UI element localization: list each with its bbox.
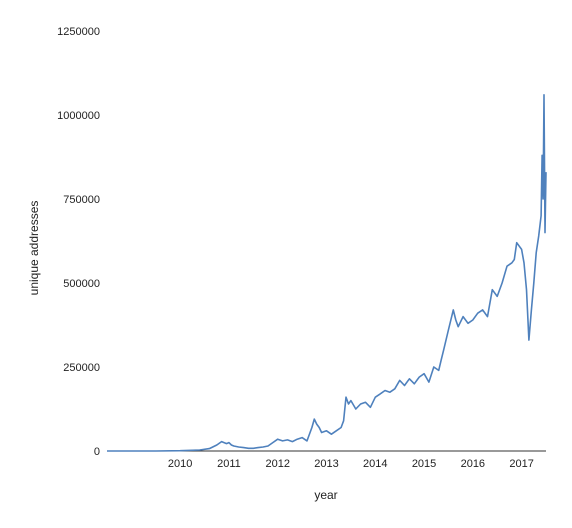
y-axis-title: unique addresses	[27, 201, 41, 296]
x-tick-label: 2015	[412, 458, 436, 470]
y-tick-label: 250000	[63, 362, 100, 374]
y-tick-label: 0	[94, 446, 100, 458]
x-tick-label: 2014	[363, 458, 387, 470]
y-tick-label: 500000	[63, 278, 100, 290]
x-tick-label: 2012	[265, 458, 289, 470]
x-tick-label: 2013	[314, 458, 338, 470]
y-tick-label: 1000000	[57, 110, 100, 122]
y-tick-label: 750000	[63, 194, 100, 206]
x-tick-label: 2017	[509, 458, 533, 470]
x-axis-ticks: 2010 2011 2012 2013 2014 2015 2016 2017	[168, 458, 534, 470]
x-axis-title: year	[314, 488, 337, 502]
x-tick-label: 2016	[461, 458, 485, 470]
y-axis-ticks: 0 250000 500000 750000 1000000 1250000	[57, 26, 100, 458]
plot-area	[107, 94, 547, 452]
y-tick-label: 1250000	[57, 26, 100, 38]
series-line	[107, 94, 547, 452]
x-tick-label: 2011	[217, 458, 241, 470]
x-tick-label: 2010	[168, 458, 192, 470]
